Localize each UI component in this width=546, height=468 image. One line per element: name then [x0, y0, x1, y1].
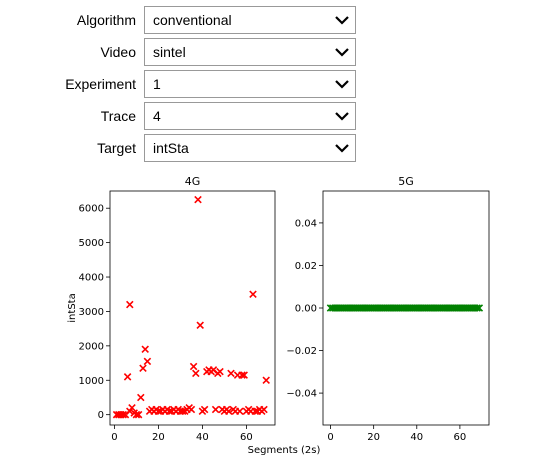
trace-row: Trace 4 [0, 102, 360, 130]
data-point [119, 410, 127, 419]
y-tick-label: 2000 [79, 341, 104, 352]
data-point [236, 407, 244, 416]
data-point [126, 300, 134, 309]
data-point [132, 410, 141, 419]
x-tick-label: 20 [367, 432, 380, 443]
data-point [475, 304, 484, 312]
chart-title-4G: 4G [185, 175, 201, 188]
video-label: Video [100, 44, 136, 60]
data-point [249, 290, 257, 299]
video-row: Video sintel [0, 38, 360, 66]
experiment-selected-value: 1 [153, 76, 161, 92]
y-axis-label: intSta [67, 293, 78, 322]
algorithm-selected-value: conventional [153, 12, 232, 28]
x-tick-label: 40 [196, 432, 209, 443]
x-tick-label: 0 [111, 432, 117, 443]
y-tick-label: −0.04 [286, 389, 317, 400]
data-point [211, 405, 220, 414]
algorithm-label: Algorithm [76, 12, 136, 28]
chevron-down-icon [335, 80, 349, 89]
y-tick-label: 5000 [79, 238, 104, 249]
algorithm-row: Algorithm conventional [0, 6, 360, 34]
data-point [473, 304, 481, 312]
data-point [227, 369, 235, 378]
data-point [178, 407, 187, 416]
x-tick-label: 40 [410, 432, 423, 443]
data-point [225, 407, 233, 416]
data-point [141, 345, 149, 354]
charts-figure: 4G 0 20 40 60 0 1000 2000 3000 4000 5000 6000 intSta… [67, 175, 490, 456]
algorithm-dropdown[interactable]: conventional [144, 6, 356, 34]
data-point [238, 371, 246, 379]
y-tick-label: 4000 [79, 273, 104, 284]
experiment-dropdown[interactable]: 1 [144, 70, 356, 98]
target-label: Target [97, 140, 136, 156]
data-point [128, 404, 136, 412]
data-point [143, 357, 152, 366]
data-point [126, 407, 134, 416]
experiment-label: Experiment [65, 76, 136, 92]
y-tick-label: 0 [98, 410, 104, 421]
data-point [154, 407, 163, 416]
scatter-series-4G [112, 195, 270, 419]
trace-dropdown[interactable]: 4 [144, 102, 356, 130]
target-dropdown[interactable]: intSta [144, 134, 356, 162]
data-point [187, 405, 196, 414]
data-point [192, 369, 200, 378]
data-point [123, 373, 132, 381]
chevron-down-icon [335, 48, 349, 57]
chevron-down-icon [335, 112, 349, 121]
trace-label: Trace [100, 108, 136, 124]
y-tick-label: −0.02 [286, 346, 317, 357]
y-tick-label: 0.00 [295, 304, 317, 315]
data-point [165, 407, 174, 416]
video-selected-value: sintel [153, 44, 186, 60]
x-axis-label: Segments (2s) [248, 445, 321, 456]
y-tick-label: 0.02 [295, 261, 317, 272]
target-row: Target intSta [0, 134, 360, 162]
data-point [134, 410, 143, 419]
x-tick-label: 60 [454, 432, 467, 443]
data-point [194, 195, 202, 204]
target-selected-value: intSta [153, 140, 189, 156]
x-tick-label: 0 [327, 432, 333, 443]
y-tick-label: 6000 [79, 204, 104, 215]
data-point [200, 405, 209, 414]
x-tick-label: 20 [152, 432, 165, 443]
y-tick-label: 1000 [79, 376, 104, 387]
plot-frame-4G [109, 190, 276, 426]
trace-selected-value: 4 [153, 108, 161, 124]
data-point [139, 364, 147, 372]
data-point [240, 371, 248, 379]
data-point [251, 407, 259, 416]
experiment-row: Experiment 1 [0, 70, 360, 98]
chevron-down-icon [335, 16, 349, 25]
y-tick-label: 3000 [79, 307, 104, 318]
chevron-down-icon [335, 144, 349, 153]
x-tick-label: 60 [240, 432, 253, 443]
data-point [216, 367, 224, 376]
video-dropdown[interactable]: sintel [144, 38, 356, 66]
y-tick-label: 0.04 [295, 218, 317, 229]
scatter-series-5G [326, 304, 484, 312]
data-point [189, 362, 198, 371]
data-point [260, 405, 268, 414]
data-point [196, 321, 204, 329]
data-point [262, 376, 270, 385]
chart-title-5G: 5G [398, 175, 414, 188]
data-point [137, 393, 145, 402]
